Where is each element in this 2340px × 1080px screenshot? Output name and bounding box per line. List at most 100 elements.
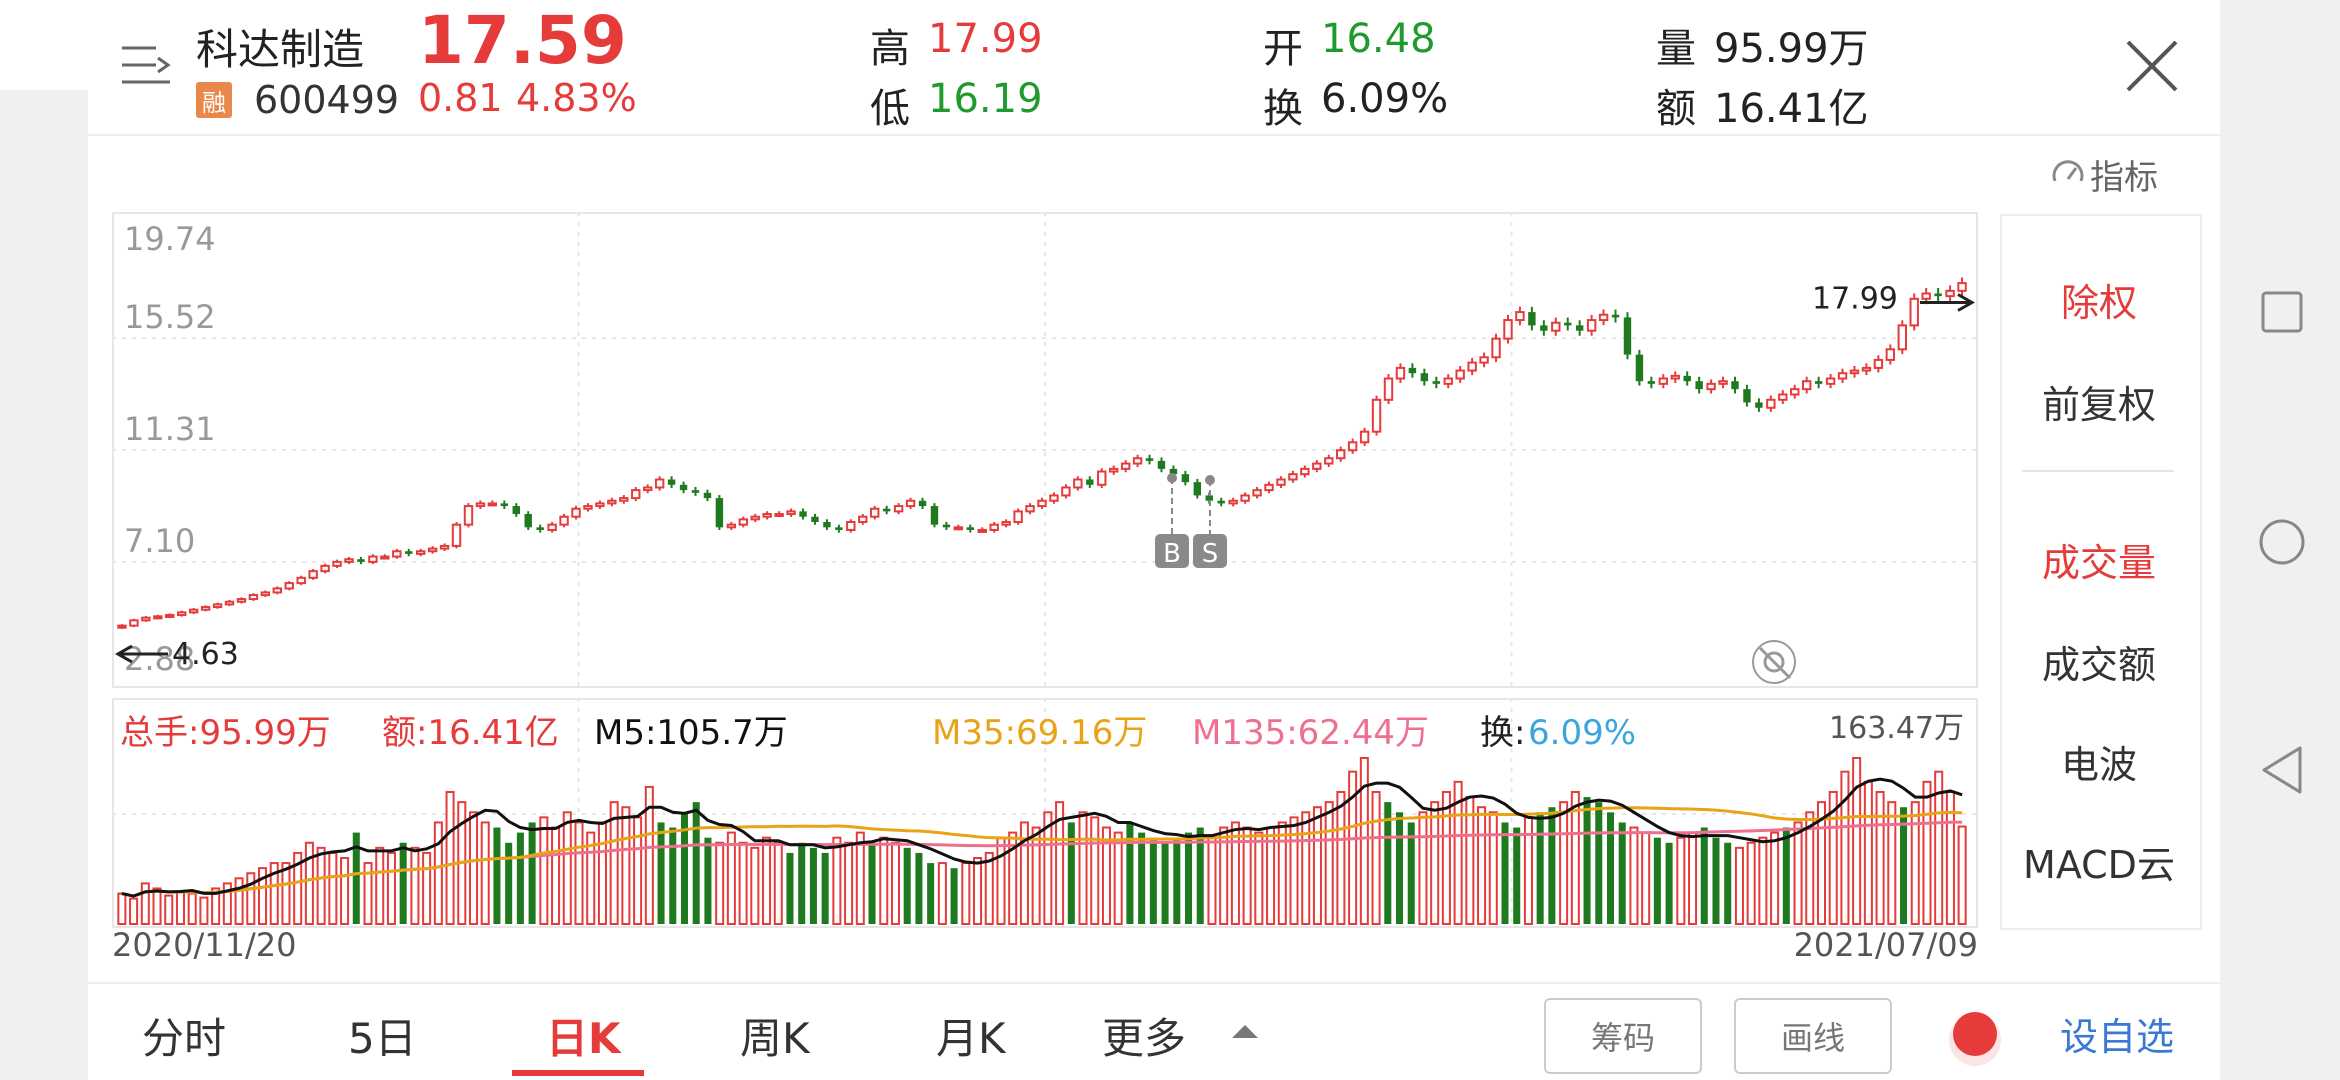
volume-bar [961, 862, 971, 926]
ex-rights-option[interactable]: 除权 [2060, 281, 2137, 325]
candle-body [1706, 382, 1716, 391]
candle-body [512, 506, 520, 515]
draw-line-button[interactable]: 画线 [1734, 998, 1892, 1074]
hide-markers-icon [1752, 640, 1796, 684]
macd-cloud-option[interactable]: MACD云 [2023, 843, 2175, 887]
volume-bar [1665, 842, 1673, 924]
volume-bar [422, 851, 432, 926]
volume-bar [984, 851, 994, 926]
home-icon[interactable] [2258, 518, 2306, 566]
chips-button[interactable]: 筹码 [1544, 998, 1702, 1074]
gauge-icon [2052, 160, 2084, 182]
volume-bar [1324, 801, 1334, 925]
volume-bar [1934, 770, 1944, 926]
stock-code: 600499 [254, 78, 400, 122]
recent-apps-icon[interactable] [2260, 290, 2304, 334]
candlestick-chart[interactable]: 19.74 15.52 11.31 7.10 2.88 17.99 4.63 B S [112, 212, 1978, 688]
volume-bar [164, 894, 174, 926]
candle-body [1598, 313, 1609, 322]
candle-body [1264, 483, 1274, 492]
candle-body [762, 513, 772, 518]
volume-bar [445, 790, 455, 925]
tab-monthly-k[interactable]: 月K [936, 1014, 1006, 1063]
record-dot-icon[interactable] [1930, 1000, 2020, 1080]
menu-icon[interactable] [122, 42, 172, 88]
volume-bar [657, 822, 665, 924]
volume-bar [996, 836, 1006, 925]
tab-weekly-k[interactable]: 周K [740, 1014, 810, 1063]
candle-body [1503, 319, 1513, 340]
candle-body [1635, 354, 1644, 382]
legend-amount: 额:16.41亿 [382, 713, 559, 753]
wave-option[interactable]: 电波 [2060, 743, 2137, 787]
volume-bar [1793, 821, 1803, 925]
price-y-tick-label: 19.74 [124, 220, 216, 258]
volume-bar [773, 841, 783, 925]
active-tab-indicator [512, 1070, 644, 1076]
volume-bar [328, 851, 338, 926]
candle-body [977, 528, 987, 533]
volume-bar [539, 816, 549, 925]
indicator-link[interactable]: 指标 [2090, 158, 2158, 198]
candle-body [1885, 348, 1896, 361]
candle-body [536, 527, 544, 530]
candle-body [1288, 473, 1298, 481]
volume-bar [386, 851, 396, 926]
volume-bar [762, 836, 772, 925]
amount-value: 16.41亿 [1714, 86, 1869, 132]
volume-bar [1336, 790, 1346, 925]
volume-bar [1430, 801, 1440, 925]
low-value: 16.19 [928, 76, 1043, 122]
candle-body [284, 582, 294, 590]
candle-body [1359, 430, 1370, 444]
volume-bar [1031, 826, 1041, 925]
candle-body [703, 492, 712, 499]
volume-bar [352, 832, 360, 924]
price-y-tick-label: 2.88 [124, 640, 195, 678]
candle-body [1801, 380, 1812, 391]
tab-intraday[interactable]: 分时 [142, 1014, 227, 1063]
candle-body [918, 500, 927, 507]
volume-bar [680, 812, 689, 924]
candle-body [1897, 324, 1907, 351]
add-to-watchlist-button[interactable]: 设自选 [2060, 1015, 2175, 1059]
volume-label: 量 [1656, 26, 1696, 72]
volume-bar [1008, 831, 1018, 925]
candle-body [1205, 495, 1213, 501]
forward-adjust-option[interactable]: 前复权 [2041, 383, 2156, 427]
bottom-divider [88, 982, 2220, 984]
volume-chart[interactable]: 总手:95.99万 额:16.41亿 M5:105.7万 M35:69.16万 M135… [112, 698, 1978, 928]
price-y-tick-label: 7.10 [124, 522, 195, 560]
candle-body [1228, 499, 1238, 505]
candle-body [357, 559, 365, 562]
volume-bar [1230, 821, 1240, 925]
tab-more[interactable]: 更多 [1102, 1014, 1187, 1063]
candle-body [1061, 486, 1071, 497]
candle-body [1957, 282, 1967, 292]
close-icon[interactable] [2124, 38, 2180, 94]
ma35-line [121, 806, 1963, 898]
candle-body [1515, 311, 1525, 322]
candle-body [1169, 468, 1178, 475]
volume-bar [117, 892, 127, 925]
volume-bar [152, 887, 162, 926]
candle-body [595, 502, 605, 508]
tab-daily-k[interactable]: 日K [546, 1014, 621, 1063]
candle-body [524, 514, 532, 528]
volume-bar [1840, 770, 1850, 926]
volume-option[interactable]: 成交量 [2041, 541, 2156, 585]
price-y-tick-label: 15.52 [124, 298, 216, 336]
candle-body [1540, 325, 1548, 331]
candle-body [1825, 377, 1836, 385]
candle-body [153, 615, 163, 620]
chevron-up-icon[interactable] [1230, 1022, 1260, 1040]
legend-m5: M5:105.7万 [594, 713, 788, 753]
volume-bar [493, 827, 501, 924]
tab-5day[interactable]: 5日 [348, 1014, 417, 1063]
volume-bar [1277, 821, 1287, 925]
volume-bar [1746, 841, 1756, 925]
volume-bar [234, 877, 244, 925]
turnover-amount-option[interactable]: 成交额 [2041, 643, 2156, 687]
volume-bar [1173, 837, 1181, 924]
back-icon[interactable] [2260, 745, 2304, 795]
